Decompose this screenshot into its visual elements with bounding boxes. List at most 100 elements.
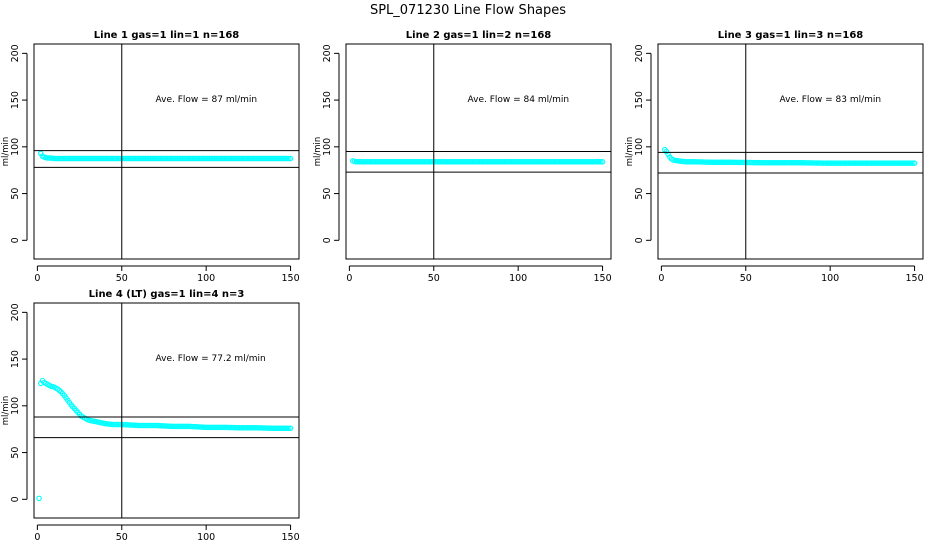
data-point — [102, 155, 108, 162]
data-point — [257, 155, 263, 162]
data-point — [366, 159, 373, 165]
data-point — [247, 155, 253, 162]
data-point — [157, 155, 164, 162]
data-point — [274, 425, 280, 432]
data-point — [471, 159, 478, 165]
data-point — [252, 155, 258, 162]
average-flow-annotation: Ave. Flow = 87 ml/min — [156, 95, 258, 105]
data-point — [108, 421, 115, 428]
data-point — [242, 425, 248, 431]
data-point — [275, 155, 282, 162]
data-point — [129, 155, 135, 162]
panel-1: Line 1 gas=1 lin=1 n=168 0 50 100 150 0 50 100 1… — [1, 30, 300, 284]
data-point — [262, 155, 268, 162]
data-point — [783, 159, 790, 166]
x-tick-label: 100 — [509, 273, 527, 284]
data-point — [176, 155, 182, 162]
data-point — [383, 159, 390, 165]
data-point — [908, 160, 914, 166]
data-point — [559, 159, 565, 165]
data-point — [235, 424, 241, 431]
data-point — [444, 159, 451, 165]
data-point — [496, 159, 503, 165]
data-point — [503, 159, 510, 165]
data-point — [140, 422, 147, 429]
average-flow-annotation: Ave. Flow = 83 ml/min — [780, 95, 882, 105]
data-point — [594, 159, 601, 165]
data-point — [211, 424, 218, 431]
data-point — [825, 160, 832, 166]
data-point — [361, 159, 368, 165]
data-point — [803, 160, 810, 166]
y-tick-label: 150 — [634, 91, 645, 109]
data-point — [525, 159, 532, 165]
data-point — [287, 425, 294, 432]
data-point — [436, 159, 442, 165]
data-point — [874, 160, 881, 166]
data-point — [758, 159, 764, 166]
data-point — [49, 155, 56, 162]
data-point — [53, 155, 59, 162]
data-point — [213, 424, 220, 431]
data-point — [473, 159, 479, 165]
data-point — [139, 422, 145, 429]
data-point — [211, 155, 218, 162]
data-point — [287, 155, 294, 162]
data-point — [498, 159, 505, 165]
x-tick-label: 150 — [593, 273, 611, 284]
y-axis-label: ml/min — [1, 396, 11, 426]
data-point — [355, 159, 361, 165]
data-point — [459, 159, 466, 165]
data-point — [491, 159, 498, 165]
x-tick-label: 150 — [281, 532, 299, 540]
data-point — [717, 159, 724, 166]
data-point — [210, 424, 216, 431]
data-point — [140, 155, 147, 162]
x-tick-label: 0 — [34, 532, 40, 540]
data-point — [834, 160, 840, 166]
x-tick-label: 50 — [116, 273, 128, 284]
data-point — [837, 160, 844, 166]
average-flow-annotation: Ave. Flow = 84 ml/min — [468, 95, 570, 105]
data-point — [579, 159, 586, 165]
data-point — [412, 159, 418, 165]
data-point — [512, 159, 518, 165]
data-point — [93, 155, 100, 162]
data-point — [808, 160, 815, 166]
data-point — [537, 159, 543, 165]
data-point — [220, 155, 226, 162]
data-point — [778, 159, 784, 166]
plot-frame — [657, 43, 924, 260]
data-point — [282, 425, 289, 432]
panel-title: Line 2 gas=1 lin=2 n=168 — [406, 30, 552, 41]
data-point — [100, 155, 106, 162]
data-point — [820, 160, 827, 166]
data-point — [790, 159, 796, 166]
data-point — [452, 159, 459, 165]
data-point — [233, 155, 240, 162]
data-point — [146, 422, 152, 429]
data-point — [490, 159, 496, 165]
data-point — [458, 159, 464, 165]
data-point — [748, 159, 754, 166]
data-point — [237, 155, 243, 162]
data-point — [228, 155, 235, 162]
plot-frame — [33, 302, 300, 519]
average-flow-annotation: Ave. Flow = 77.2 ml/min — [156, 354, 266, 364]
data-point — [260, 155, 267, 162]
data-point — [550, 159, 557, 165]
data-point — [375, 159, 381, 165]
data-point — [242, 155, 248, 162]
data-point — [365, 159, 371, 165]
data-point — [88, 155, 95, 162]
data-point — [122, 155, 128, 162]
x-tick-label: 150 — [281, 273, 299, 284]
data-point — [115, 155, 122, 162]
data-point — [775, 159, 781, 166]
data-point — [149, 422, 155, 429]
data-point — [272, 155, 279, 162]
panel-title: Line 1 gas=1 lin=1 n=168 — [94, 30, 240, 41]
panel-2: Line 2 gas=1 lin=2 n=168 0 50 100 150 0 50 100 1… — [313, 30, 612, 284]
data-point — [238, 425, 245, 431]
data-point — [420, 159, 427, 165]
